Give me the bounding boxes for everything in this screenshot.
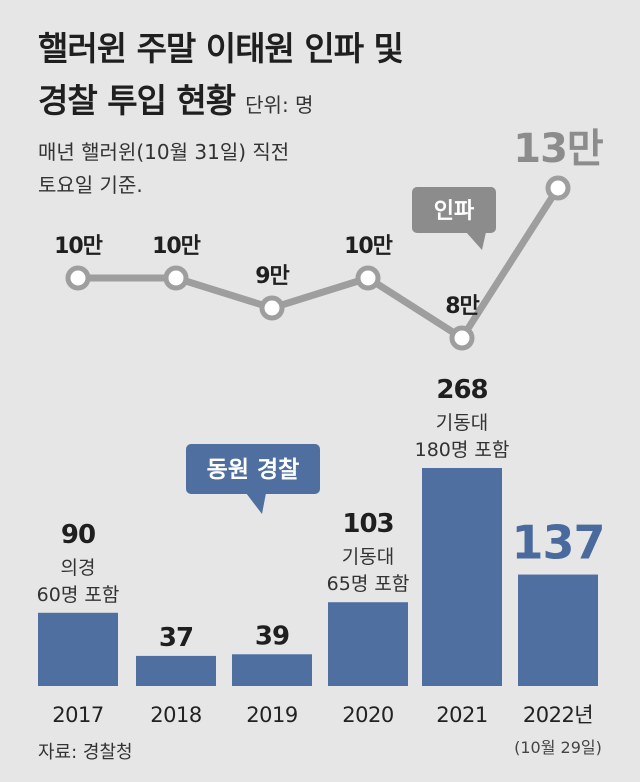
crowd-point-2018 <box>163 265 189 291</box>
chart-title-line2: 경찰 투입 현황 단위: 명 <box>38 81 314 120</box>
x-tick-2018: 2018 <box>150 703 201 727</box>
crowd-label-2022: 13만 <box>513 126 604 172</box>
police-value-2020: 103 <box>342 509 393 539</box>
crowd-callout-label: 인파 <box>434 199 475 224</box>
police-value-2018: 37 <box>159 623 193 653</box>
crowd-callout-box <box>412 187 496 233</box>
crowd-label-2017: 10만 <box>54 234 103 259</box>
crowd-point-2017 <box>65 265 91 291</box>
crowd-line <box>74 184 562 342</box>
x-tick-2017: 2017 <box>52 703 103 727</box>
crowd-point-2022 <box>545 175 571 201</box>
police-callout-label: 동원 경찰 <box>207 457 300 483</box>
police-bar-2021 <box>422 468 502 686</box>
crowd-label-2020: 10만 <box>344 234 393 259</box>
note-line1: 매년 핼러윈(10월 31일) 직전 <box>38 140 290 164</box>
police-callout-pointer <box>246 493 266 514</box>
crowd-label-2019: 9만 <box>255 264 289 289</box>
police-bar-2022년 <box>518 574 598 686</box>
note-line2: 토요일 기준. <box>38 173 143 197</box>
police-annotation-2021-1: 기동대 <box>436 412 488 434</box>
x-tick-2021: 2021 <box>436 703 487 727</box>
crowd-callout-pointer <box>466 232 486 250</box>
crowd-label-2018: 10만 <box>152 234 201 259</box>
police-annotation-2020-1: 기동대 <box>342 546 394 568</box>
police-bar-2017 <box>38 612 118 686</box>
x-tick-2020: 2020 <box>342 703 393 727</box>
source-note: 자료: 경찰청 <box>38 742 133 763</box>
police-annotation-2021-2: 180명 포함 <box>415 439 510 461</box>
police-annotation-2017-2: 60명 포함 <box>37 584 120 606</box>
crowd-label-2021: 8만 <box>445 294 479 319</box>
crowd-point-2019 <box>259 295 285 321</box>
crowd-point-2020 <box>355 265 381 291</box>
police-bar-2018 <box>136 655 216 686</box>
x-tick-2022년: 2022년 <box>523 703 593 727</box>
police-annotation-2017-1: 의경 <box>61 557 96 579</box>
crowd-point-2021 <box>449 325 475 351</box>
police-value-2017: 90 <box>61 520 95 550</box>
x-sublabel-2022년: (10월 29일) <box>514 738 602 757</box>
police-value-2021: 268 <box>436 375 487 405</box>
police-annotation-2020-2: 65명 포함 <box>327 573 410 595</box>
police-value-2022년: 137 <box>511 516 604 570</box>
police-bar-2020 <box>328 602 408 686</box>
chart-title-line1: 핼러윈 주말 이태원 인파 및 <box>38 29 404 68</box>
unit-label: 단위: 명 <box>245 93 314 117</box>
police-value-2019: 39 <box>255 621 289 651</box>
police-bar-2019 <box>232 654 312 686</box>
police-callout-box <box>186 444 320 494</box>
x-tick-2019: 2019 <box>246 703 297 727</box>
